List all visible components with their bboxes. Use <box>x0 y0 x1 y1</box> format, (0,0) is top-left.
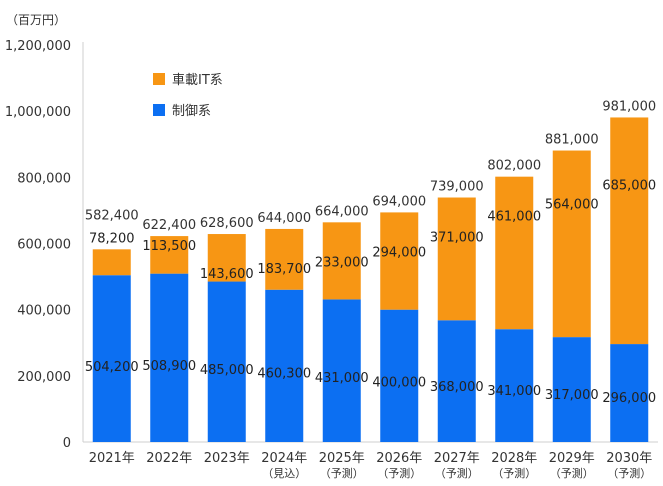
data-label-in-vehicle-it: 371,000 <box>430 231 484 246</box>
legend-swatch-control <box>153 104 165 116</box>
bar-control <box>380 309 419 442</box>
data-label-total: 664,000 <box>315 204 369 219</box>
x-tick-note: （予測） <box>320 466 364 480</box>
bar-in-vehicle-it <box>207 234 246 282</box>
data-label-in-vehicle-it: 564,000 <box>545 198 599 213</box>
y-axis-ticks: 0 200,000 400,000 600,000 800,000 1,000,000 1,… <box>5 39 71 451</box>
data-label-total: 694,000 <box>372 194 426 209</box>
x-tick-label: 2021年 <box>89 451 135 466</box>
bar-in-vehicle-it <box>552 150 591 338</box>
data-label-control: 460,300 <box>257 366 311 381</box>
x-tick-note: （見込） <box>262 467 306 480</box>
x-tick-note: （予測） <box>607 466 651 480</box>
y-tick-label: 200,000 <box>17 370 71 385</box>
x-tick-label: 2029年 <box>549 451 595 466</box>
legend-swatch-in-vehicle-it <box>153 73 165 85</box>
data-label-total: 644,000 <box>257 211 311 226</box>
y-tick-label: 1,000,000 <box>5 105 71 120</box>
bar-in-vehicle-it <box>92 249 131 276</box>
bar-control <box>150 273 189 442</box>
x-tick-note: （予測） <box>377 466 421 480</box>
data-label-control: 341,000 <box>487 384 541 399</box>
bar-in-vehicle-it <box>610 117 649 345</box>
data-label-control: 508,900 <box>142 359 196 374</box>
bars <box>92 117 649 442</box>
y-tick-label: 400,000 <box>17 304 71 319</box>
x-tick-label: 2028年 <box>491 451 537 466</box>
y-tick-label: 600,000 <box>17 238 71 253</box>
bar-control <box>207 281 246 442</box>
legend-label-in-vehicle-it: 車載IT系 <box>172 73 223 88</box>
x-tick-note: （予測） <box>550 466 594 480</box>
bar-in-vehicle-it <box>495 176 534 330</box>
data-label-total: 622,400 <box>142 218 196 233</box>
data-label-in-vehicle-it: 78,200 <box>89 231 135 246</box>
data-label-control: 296,000 <box>602 391 656 406</box>
bar-in-vehicle-it <box>437 197 476 321</box>
data-label-in-vehicle-it: 685,000 <box>602 178 656 193</box>
data-label-in-vehicle-it: 233,000 <box>315 255 369 270</box>
data-label-total: 802,000 <box>487 159 541 174</box>
data-label-in-vehicle-it: 183,700 <box>257 262 311 277</box>
bar-in-vehicle-it <box>380 212 419 310</box>
data-label-control: 431,000 <box>315 371 369 386</box>
bar-in-vehicle-it <box>322 222 361 300</box>
bar-in-vehicle-it <box>265 228 304 290</box>
data-label-total: 881,000 <box>545 133 599 148</box>
data-label-total: 628,600 <box>200 216 254 231</box>
data-label-control: 317,000 <box>545 388 599 403</box>
data-label-control: 400,000 <box>372 375 426 390</box>
x-tick-note: （予測） <box>435 466 479 480</box>
bar-control <box>610 344 649 442</box>
y-tick-label: 1,200,000 <box>5 39 71 54</box>
legend-label-control: 制御系 <box>172 104 211 119</box>
bar-control <box>437 320 476 442</box>
bar-control <box>495 329 534 442</box>
bar-in-vehicle-it <box>150 236 189 274</box>
y-tick-label: 800,000 <box>17 171 71 186</box>
data-label-control: 368,000 <box>430 380 484 395</box>
legend: 車載IT系 制御系 <box>153 73 223 119</box>
data-label-total: 739,000 <box>430 180 484 195</box>
y-tick-label: 0 <box>63 436 71 451</box>
data-label-control: 504,200 <box>85 360 139 375</box>
data-label-in-vehicle-it: 113,500 <box>142 239 196 254</box>
bar-control <box>92 275 131 442</box>
data-label-total: 582,400 <box>85 208 139 223</box>
data-label-in-vehicle-it: 294,000 <box>372 245 426 260</box>
data-labels: 504,200 78,200 582,400 508,900 113,500 622,40… <box>85 99 656 405</box>
x-axis-labels: 2021年 2022年 2023年 2024年（見込）2025年（予測）2026年（予… <box>89 451 653 480</box>
x-tick-label: 2027年 <box>434 451 480 466</box>
data-label-control: 485,000 <box>200 363 254 378</box>
bar-control <box>552 337 591 442</box>
x-tick-label: 2025年 <box>319 451 365 466</box>
bar-control <box>322 299 361 442</box>
x-tick-label: 2024年 <box>261 451 307 466</box>
x-tick-label: 2030年 <box>606 451 652 466</box>
y-unit-label: （百万円） <box>6 13 66 27</box>
data-label-in-vehicle-it: 461,000 <box>487 210 541 225</box>
x-tick-label: 2023年 <box>204 451 250 466</box>
x-tick-label: 2026年 <box>376 451 422 466</box>
bar-control <box>265 289 304 442</box>
x-tick-note: （予測） <box>492 466 536 480</box>
data-label-total: 981,000 <box>602 99 656 114</box>
x-tick-label: 2022年 <box>146 451 192 466</box>
data-label-in-vehicle-it: 143,600 <box>200 267 254 282</box>
